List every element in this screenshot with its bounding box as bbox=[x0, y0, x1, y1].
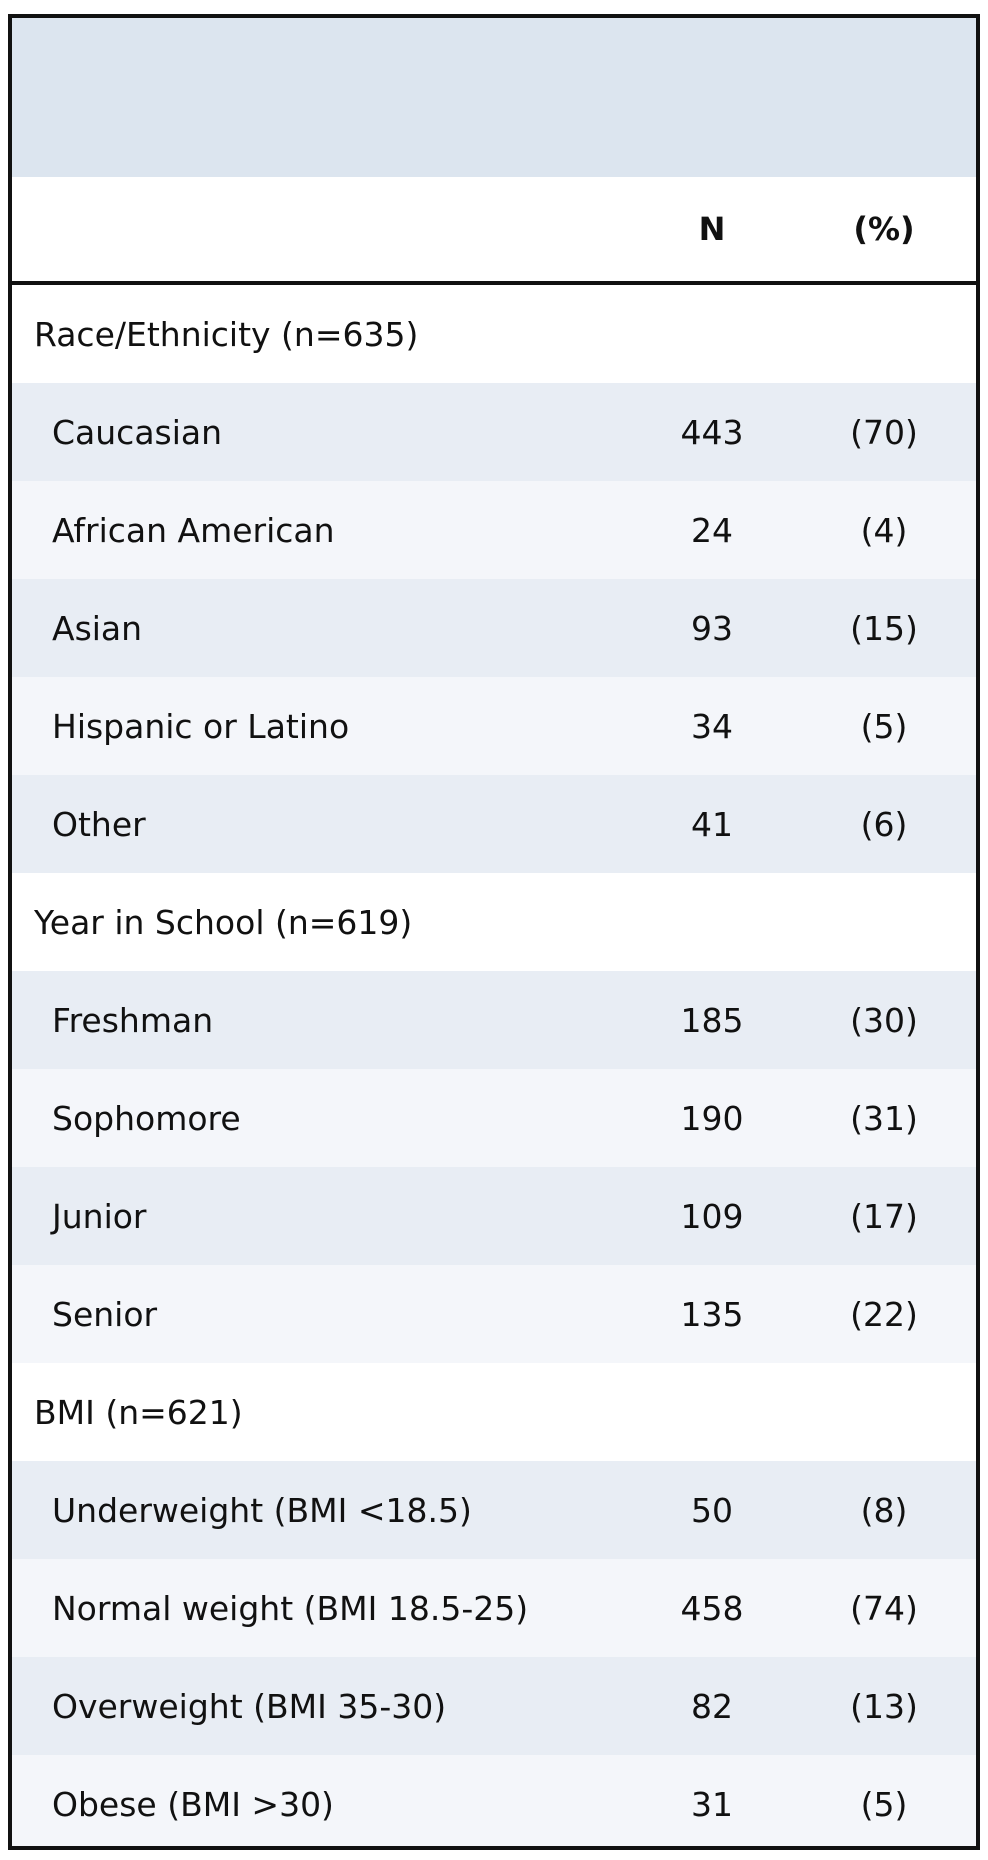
row-percent-value: (13) bbox=[850, 1686, 918, 1726]
row-percent-value: (74) bbox=[850, 1588, 918, 1628]
row-percent-value: (8) bbox=[860, 1490, 908, 1530]
row-percent-value: (70) bbox=[850, 412, 918, 452]
row-n-value: 41 bbox=[691, 804, 733, 844]
row-percent-value: (5) bbox=[860, 1784, 908, 1824]
row-percent-value: (17) bbox=[850, 1196, 918, 1236]
table-row: Sophomore 190 (31) bbox=[12, 1069, 976, 1167]
row-label: Underweight (BMI <18.5) bbox=[52, 1490, 472, 1530]
row-n-value: 34 bbox=[691, 706, 733, 746]
row-label: Obese (BMI >30) bbox=[52, 1784, 334, 1824]
section-header-row: Year in School (n=619) bbox=[12, 873, 976, 971]
row-n-value: 109 bbox=[680, 1196, 744, 1236]
table-row: Underweight (BMI <18.5) 50 (8) bbox=[12, 1461, 976, 1559]
table-row: Freshman 185 (30) bbox=[12, 971, 976, 1069]
row-percent-value: (4) bbox=[860, 510, 908, 550]
row-label: Freshman bbox=[52, 1000, 214, 1040]
row-n-value: 458 bbox=[680, 1588, 744, 1628]
row-label: Caucasian bbox=[52, 412, 223, 452]
row-percent-value: (30) bbox=[850, 1000, 918, 1040]
row-label: Sophomore bbox=[52, 1098, 241, 1138]
row-n-value: 190 bbox=[680, 1098, 744, 1138]
row-label: Overweight (BMI 35-30) bbox=[52, 1686, 447, 1726]
row-n-value: 93 bbox=[691, 608, 733, 648]
row-label: African American bbox=[52, 510, 335, 550]
row-percent-value: (5) bbox=[860, 706, 908, 746]
row-n-value: 443 bbox=[680, 412, 744, 452]
section-label: Race/Ethnicity (n=635) bbox=[34, 314, 419, 354]
row-n-value: 82 bbox=[691, 1686, 733, 1726]
header-percent-column: (%) bbox=[853, 210, 915, 248]
row-percent-value: (15) bbox=[850, 608, 918, 648]
table-body: Race/Ethnicity (n=635) Caucasian 443 (70) Af… bbox=[12, 285, 976, 1846]
row-n-value: 135 bbox=[680, 1294, 744, 1334]
row-n-value: 31 bbox=[691, 1784, 733, 1824]
section-label: Year in School (n=619) bbox=[34, 902, 413, 942]
row-n-value: 185 bbox=[680, 1000, 744, 1040]
table-row: Senior 135 (22) bbox=[12, 1265, 976, 1363]
row-percent-value: (22) bbox=[850, 1294, 918, 1334]
row-label: Other bbox=[52, 804, 146, 844]
table-row: Obese (BMI >30) 31 (5) bbox=[12, 1755, 976, 1846]
demographics-table: N (%) Race/Ethnicity (n=635) Caucasian 443… bbox=[8, 14, 980, 1850]
table-row: Normal weight (BMI 18.5-25) 458 (74) bbox=[12, 1559, 976, 1657]
row-label: Senior bbox=[52, 1294, 158, 1334]
table-row: Asian 93 (15) bbox=[12, 579, 976, 677]
table-header-row: N (%) bbox=[12, 177, 976, 285]
row-label: Hispanic or Latino bbox=[52, 706, 350, 746]
header-n-column: N bbox=[698, 210, 726, 248]
row-label: Asian bbox=[52, 608, 143, 648]
table-row: Hispanic or Latino 34 (5) bbox=[12, 677, 976, 775]
row-percent-value: (6) bbox=[860, 804, 908, 844]
row-n-value: 24 bbox=[691, 510, 733, 550]
table-row: Overweight (BMI 35-30) 82 (13) bbox=[12, 1657, 976, 1755]
section-header-row: BMI (n=621) bbox=[12, 1363, 976, 1461]
table-row: Caucasian 443 (70) bbox=[12, 383, 976, 481]
table-title-band bbox=[12, 18, 976, 177]
row-percent-value: (31) bbox=[850, 1098, 918, 1138]
table-row: Other 41 (6) bbox=[12, 775, 976, 873]
row-label: Normal weight (BMI 18.5-25) bbox=[52, 1588, 529, 1628]
table-row: African American 24 (4) bbox=[12, 481, 976, 579]
row-label: Junior bbox=[52, 1196, 147, 1236]
row-n-value: 50 bbox=[691, 1490, 733, 1530]
section-header-row: Race/Ethnicity (n=635) bbox=[12, 285, 976, 383]
table-row: Junior 109 (17) bbox=[12, 1167, 976, 1265]
section-label: BMI (n=621) bbox=[34, 1392, 243, 1432]
